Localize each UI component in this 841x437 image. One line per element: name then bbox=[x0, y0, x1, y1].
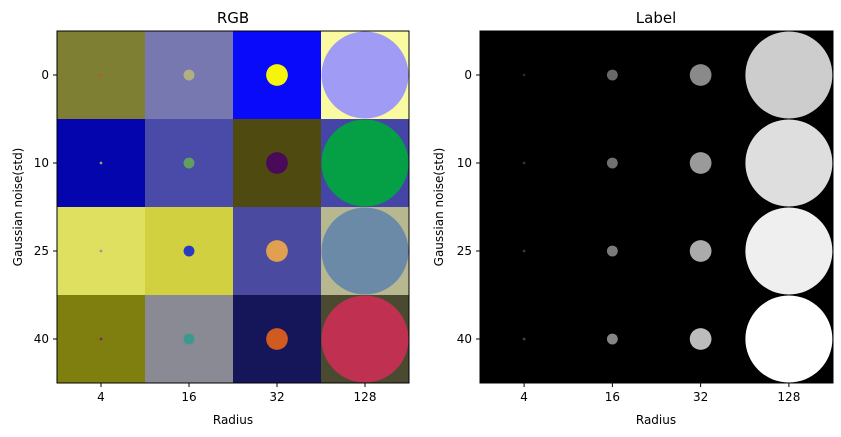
label-y-tick-label: 0 bbox=[464, 68, 472, 82]
label-panel: Label 0 10 25 40 4 16 32 128 Radius Gaussian n… bbox=[432, 9, 834, 427]
rgb-disk-0-3 bbox=[321, 31, 409, 119]
label-disk-3-1 bbox=[606, 333, 618, 345]
label-y-ticks: 0 10 25 40 bbox=[457, 68, 480, 346]
rgb-x-ticks: 4 16 32 128 bbox=[97, 383, 376, 404]
rgb-x-tick-label: 128 bbox=[354, 390, 377, 404]
rgb-disk-1-1 bbox=[183, 157, 195, 169]
label-disk-1-3 bbox=[745, 119, 833, 207]
rgb-x-axis-label: Radius bbox=[213, 413, 253, 427]
label-disk-2-1 bbox=[606, 245, 618, 257]
label-title: Label bbox=[636, 9, 676, 27]
label-disk-2-0 bbox=[522, 249, 526, 253]
rgb-disk-2-1 bbox=[183, 245, 195, 257]
rgb-image-grid bbox=[57, 31, 410, 384]
rgb-disk-0-1 bbox=[183, 69, 195, 81]
rgb-y-tick-label: 40 bbox=[34, 332, 49, 346]
label-y-tick-label: 25 bbox=[457, 244, 472, 258]
label-x-axis-label: Radius bbox=[636, 413, 676, 427]
rgb-disk-1-3 bbox=[321, 119, 409, 207]
label-x-tick-label: 32 bbox=[693, 390, 708, 404]
label-disk-0-1 bbox=[606, 69, 618, 81]
label-image-grid bbox=[480, 31, 834, 384]
label-axes-frame bbox=[479, 30, 834, 384]
rgb-y-tick-label: 25 bbox=[34, 244, 49, 258]
rgb-disk-3-0 bbox=[99, 337, 103, 341]
label-x-tick-label: 16 bbox=[605, 390, 620, 404]
label-disk-2-3 bbox=[745, 207, 833, 295]
label-x-tick-label: 128 bbox=[777, 390, 800, 404]
rgb-disk-2-2 bbox=[266, 240, 288, 262]
label-disk-1-0 bbox=[522, 161, 526, 165]
rgb-x-tick-label: 16 bbox=[181, 390, 196, 404]
rgb-disk-2-3 bbox=[321, 207, 409, 295]
rgb-panel: RGB 0 10 25 40 4 16 32 128 Radius Gaussian noi… bbox=[11, 9, 410, 427]
rgb-y-ticks: 0 10 25 40 bbox=[34, 68, 57, 346]
label-y-tick-label: 10 bbox=[457, 156, 472, 170]
rgb-x-tick-label: 32 bbox=[269, 390, 284, 404]
label-disk-0-0 bbox=[522, 73, 526, 77]
label-x-ticks: 4 16 32 128 bbox=[520, 383, 800, 404]
rgb-title: RGB bbox=[217, 9, 249, 27]
rgb-y-axis-label: Gaussian noise(std) bbox=[11, 148, 25, 267]
rgb-disk-3-2 bbox=[266, 328, 288, 350]
rgb-disk-2-0 bbox=[99, 249, 103, 253]
rgb-axes-frame bbox=[56, 30, 410, 384]
label-disk-1-1 bbox=[606, 157, 618, 169]
label-x-tick-label: 4 bbox=[520, 390, 528, 404]
rgb-disk-3-3 bbox=[321, 295, 409, 383]
rgb-y-tick-label: 10 bbox=[34, 156, 49, 170]
rgb-disk-3-1 bbox=[183, 333, 195, 345]
label-disk-3-3 bbox=[745, 295, 833, 383]
label-y-tick-label: 40 bbox=[457, 332, 472, 346]
rgb-disk-0-0 bbox=[99, 73, 103, 77]
label-y-axis-label: Gaussian noise(std) bbox=[432, 148, 446, 267]
rgb-y-tick-label: 0 bbox=[41, 68, 49, 82]
rgb-disk-0-2 bbox=[266, 64, 288, 86]
rgb-disk-1-2 bbox=[266, 152, 288, 174]
label-disk-2-2 bbox=[689, 240, 712, 262]
label-disk-3-0 bbox=[522, 337, 526, 341]
rgb-disk-1-0 bbox=[99, 161, 103, 165]
rgb-x-tick-label: 4 bbox=[97, 390, 105, 404]
label-disk-1-2 bbox=[689, 152, 712, 174]
label-disk-0-3 bbox=[745, 31, 833, 119]
label-disk-0-2 bbox=[689, 64, 712, 86]
label-disk-3-2 bbox=[689, 328, 712, 350]
